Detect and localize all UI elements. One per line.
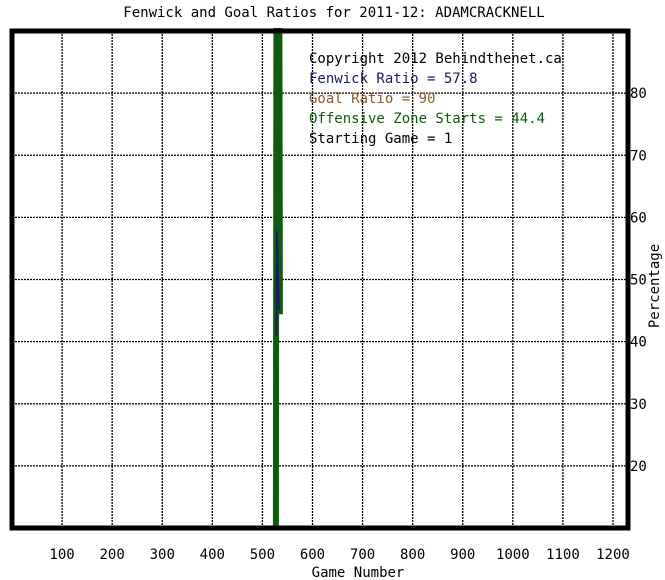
x-tick-label: 600 (300, 547, 325, 563)
annotation-line: Copyright 2012 Behindthenet.ca (309, 51, 562, 67)
y-tick-label: 60 (630, 210, 647, 226)
annotations: Copyright 2012 Behindthenet.ca Fenwick Ra… (309, 51, 562, 147)
y-tick-labels: 20 30 40 50 60 70 80 (630, 86, 647, 475)
x-tick-labels: 100 200 300 400 500 600 700 800 900 1000 1100 1200 (49, 547, 629, 563)
annotation-line: Fenwick Ratio = 57.8 (309, 71, 478, 87)
x-tick-label: 900 (450, 547, 475, 563)
x-tick-label: 400 (200, 547, 225, 563)
y-tick-label: 40 (630, 335, 647, 351)
x-tick-label: 1100 (546, 547, 580, 563)
plot-frame (9, 28, 631, 531)
annotation-line: Offensive Zone Starts = 44.4 (309, 111, 545, 127)
x-tick-label: 500 (250, 547, 275, 563)
series-line-fenwick-ratio (275, 230, 280, 336)
x-tick-label: 100 (49, 547, 74, 563)
chart-title: Fenwick and Goal Ratios for 2011-12: ADA… (123, 5, 544, 21)
y-tick-label: 20 (630, 459, 647, 475)
y-tick-label: 80 (630, 86, 647, 102)
annotation-line: Starting Game = 1 (309, 131, 452, 147)
x-axis-label: Game Number (312, 565, 405, 580)
y-tick-label: 30 (630, 397, 647, 413)
y-axis-label: Percentage (647, 244, 663, 328)
x-tick-label: 1000 (496, 547, 530, 563)
y-tick-label: 70 (630, 148, 647, 164)
y-tick-label: 50 (630, 273, 647, 289)
x-tick-label: 200 (100, 547, 125, 563)
x-tick-label: 1200 (596, 547, 630, 563)
annotation-line: Goal Ratio = 90 (309, 91, 435, 107)
x-tick-label: 700 (350, 547, 375, 563)
series-layer (272, 28, 283, 529)
x-tick-label: 300 (150, 547, 175, 563)
grid (12, 31, 628, 528)
x-tick-label: 800 (400, 547, 425, 563)
